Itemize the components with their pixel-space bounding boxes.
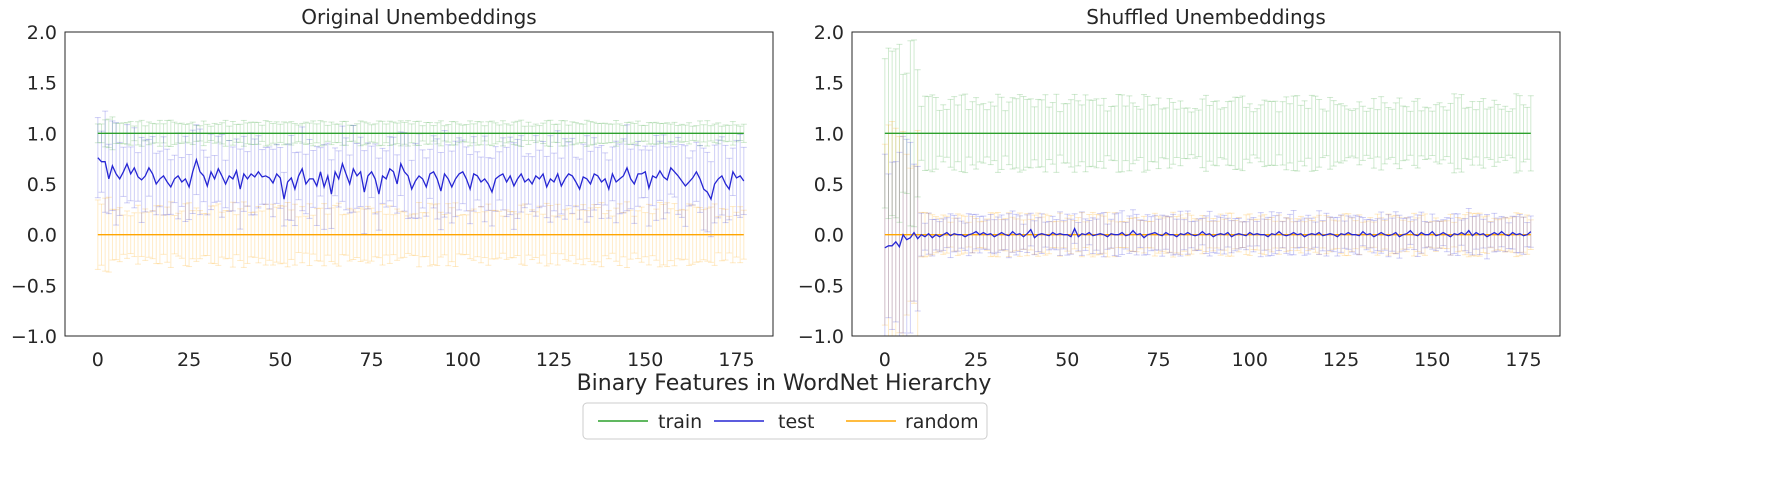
legend-random-label: random: [905, 411, 979, 433]
plot-area: [94, 110, 747, 273]
y-tick-label: −1.0: [798, 326, 844, 348]
x-tick-label: 0: [92, 349, 104, 371]
panel-title: Original Unembeddings: [301, 5, 536, 29]
legend: train test random: [582, 402, 988, 440]
panel-title: Shuffled Unembeddings: [1086, 5, 1326, 29]
x-tick-label: 50: [268, 349, 292, 371]
y-tick-label: 1.5: [814, 73, 844, 95]
x-tick-label: 175: [718, 349, 754, 371]
y-tick-label: −0.5: [11, 275, 57, 297]
y-tick-label: 0.5: [814, 174, 844, 196]
y-tick-label: 0.0: [27, 225, 57, 247]
x-tick-label: 100: [1232, 349, 1268, 371]
panel-original-unembeddings: −1.0 −0.5 0.0 0.5 1.0 1.5 2.0 0 25 50 75 100 125 150 1…: [11, 5, 774, 371]
y-tick-label: 1.5: [27, 73, 57, 95]
x-tick-label: 175: [1505, 349, 1541, 371]
y-tick-label: 2.0: [27, 22, 57, 44]
x-tick-label: 150: [1414, 349, 1450, 371]
y-tick-label: 1.0: [27, 123, 57, 145]
x-tick-label: 25: [964, 349, 988, 371]
x-tick-label: 100: [445, 349, 481, 371]
series-line-test: [884, 227, 1532, 249]
y-tick-label: 0.5: [27, 174, 57, 196]
panel-shuffled-unembeddings: −1.0 −0.5 0.0 0.5 1.0 1.5 2.0 0 25 50 75 100 125 150 1…: [798, 5, 1561, 371]
axes-frame: [851, 31, 1561, 337]
legend-train-label: train: [658, 411, 702, 433]
legend-frame: [582, 402, 988, 440]
x-tick-label: 125: [536, 349, 572, 371]
x-tick-label: 0: [879, 349, 891, 371]
x-tick-label: 125: [1323, 349, 1359, 371]
legend-test-label: test: [778, 411, 815, 433]
x-tick-label: 25: [177, 349, 201, 371]
errorbars-test: [881, 135, 1534, 336]
y-tick-label: 1.0: [814, 123, 844, 145]
x-tick-label: 75: [1146, 349, 1170, 371]
y-tick-label: −0.5: [798, 275, 844, 297]
x-tick-label: 75: [359, 349, 383, 371]
plot-area: [881, 39, 1534, 336]
y-tick-label: 0.0: [814, 225, 844, 247]
series-line-test: [97, 157, 745, 202]
y-tick-label: −1.0: [11, 326, 57, 348]
x-tick-label: 150: [627, 349, 663, 371]
figure-xlabel: Binary Features in WordNet Hierarchy: [577, 371, 992, 396]
y-tick-label: 2.0: [814, 22, 844, 44]
x-tick-label: 50: [1055, 349, 1079, 371]
axes-frame: [64, 31, 774, 337]
